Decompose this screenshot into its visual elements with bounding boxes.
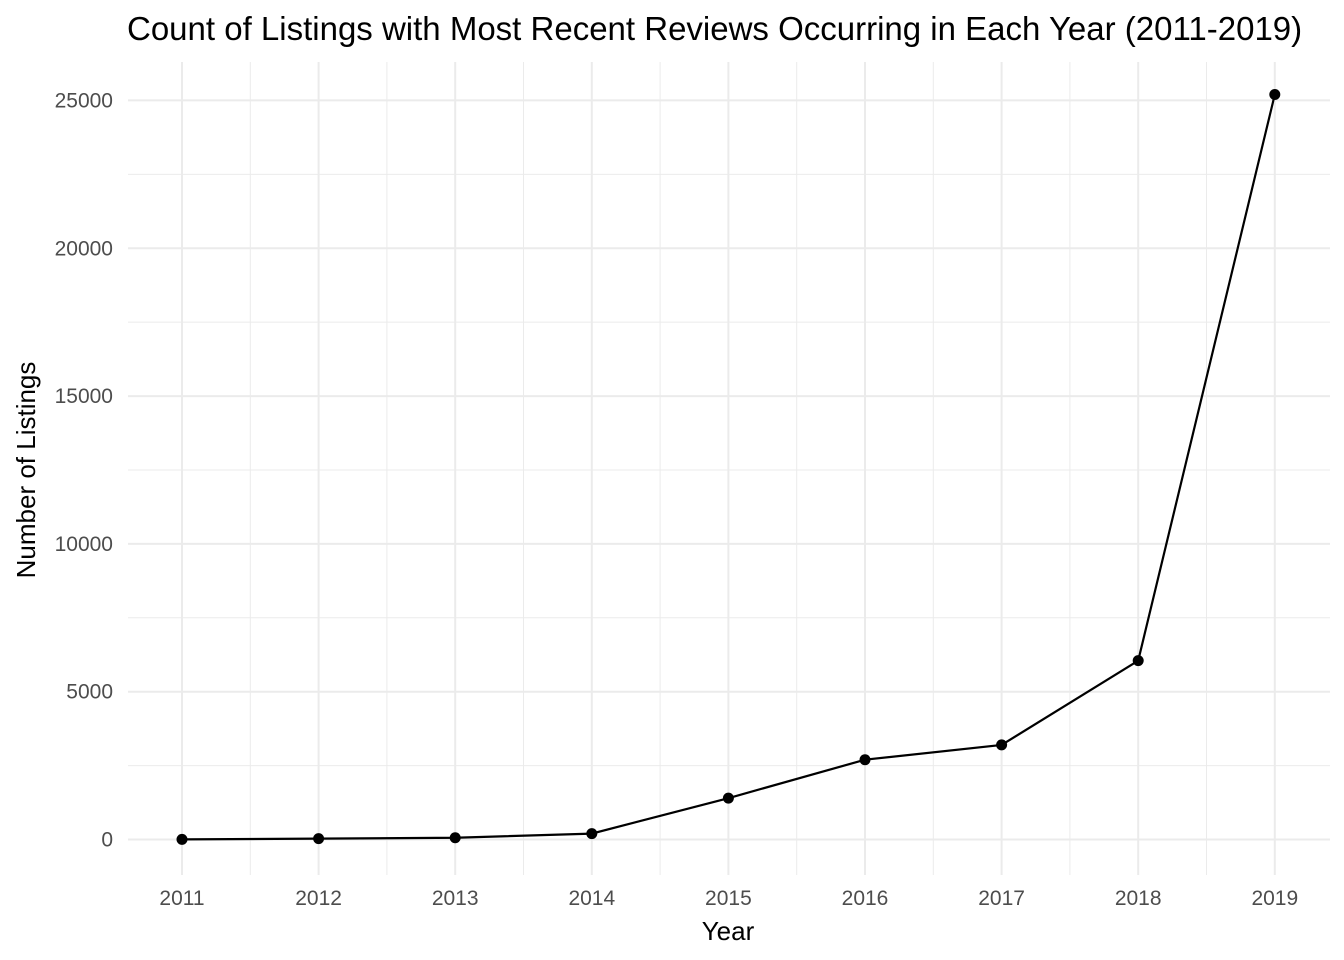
- x-axis-title: Year: [702, 916, 755, 946]
- series-layer: [176, 89, 1281, 845]
- y-tick-label: 10000: [55, 533, 113, 556]
- data-point: [313, 833, 325, 845]
- y-tick-label: 25000: [55, 89, 113, 112]
- data-point: [176, 833, 188, 845]
- x-tick-label: 2014: [568, 887, 615, 910]
- data-point: [1269, 89, 1281, 101]
- data-point: [996, 739, 1008, 751]
- x-tick-label: 2016: [842, 887, 889, 910]
- x-tick-label: 2012: [295, 887, 342, 910]
- data-point: [722, 792, 734, 804]
- y-axis-title: Number of Listings: [11, 362, 41, 579]
- y-tick-label: 5000: [66, 681, 113, 704]
- x-tick-label: 2011: [159, 887, 204, 910]
- y-tick-labels: 0 5000 10000 15000 20000 25000: [55, 89, 113, 851]
- y-tick-label: 20000: [55, 237, 113, 260]
- y-tick-label: 15000: [55, 385, 113, 408]
- data-point: [1132, 655, 1144, 667]
- x-tick-labels: 2011 2012 2013 2014 2015 2016 2017 2018 2019: [159, 887, 1298, 910]
- chart-title: Count of Listings with Most Recent Revie…: [127, 10, 1302, 47]
- y-tick-label: 0: [101, 829, 113, 852]
- x-tick-label: 2018: [1115, 887, 1162, 910]
- data-point: [449, 832, 461, 844]
- x-tick-label: 2019: [1251, 887, 1298, 910]
- data-point: [859, 754, 871, 766]
- x-tick-label: 2015: [705, 887, 752, 910]
- data-point: [586, 828, 598, 840]
- x-tick-label: 2017: [978, 887, 1025, 910]
- major-gridlines: [128, 62, 1330, 875]
- x-tick-label: 2013: [432, 887, 479, 910]
